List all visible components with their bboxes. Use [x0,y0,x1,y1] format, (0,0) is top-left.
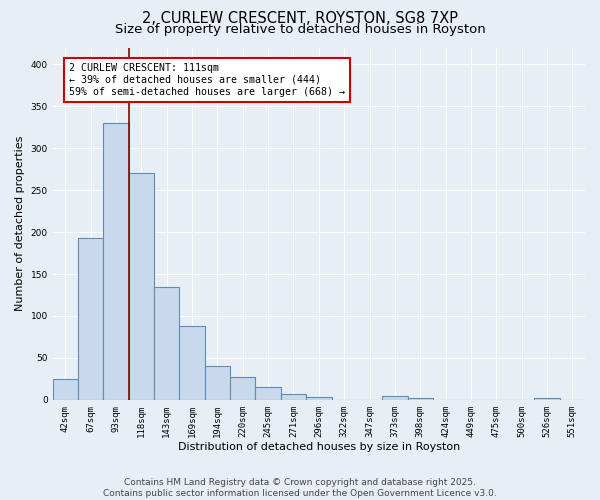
Text: 2 CURLEW CRESCENT: 111sqm
← 39% of detached houses are smaller (444)
59% of semi: 2 CURLEW CRESCENT: 111sqm ← 39% of detac… [68,64,344,96]
Bar [78,238,103,400]
X-axis label: Distribution of detached houses by size in Royston: Distribution of detached houses by size … [178,442,460,452]
Bar [535,398,560,400]
Y-axis label: Number of detached properties: Number of detached properties [15,136,25,312]
Bar [256,387,281,400]
Bar [103,123,129,400]
Bar [179,326,205,400]
Text: Size of property relative to detached houses in Royston: Size of property relative to detached ho… [115,22,485,36]
Text: 2, CURLEW CRESCENT, ROYSTON, SG8 7XP: 2, CURLEW CRESCENT, ROYSTON, SG8 7XP [142,11,458,26]
Text: Contains HM Land Registry data © Crown copyright and database right 2025.
Contai: Contains HM Land Registry data © Crown c… [103,478,497,498]
Bar [154,286,179,400]
Bar [129,174,154,400]
Bar [230,377,256,400]
Bar [205,366,230,400]
Bar [53,379,78,400]
Bar [281,394,306,400]
Bar [382,396,407,400]
Bar [306,398,332,400]
Bar [407,398,433,400]
